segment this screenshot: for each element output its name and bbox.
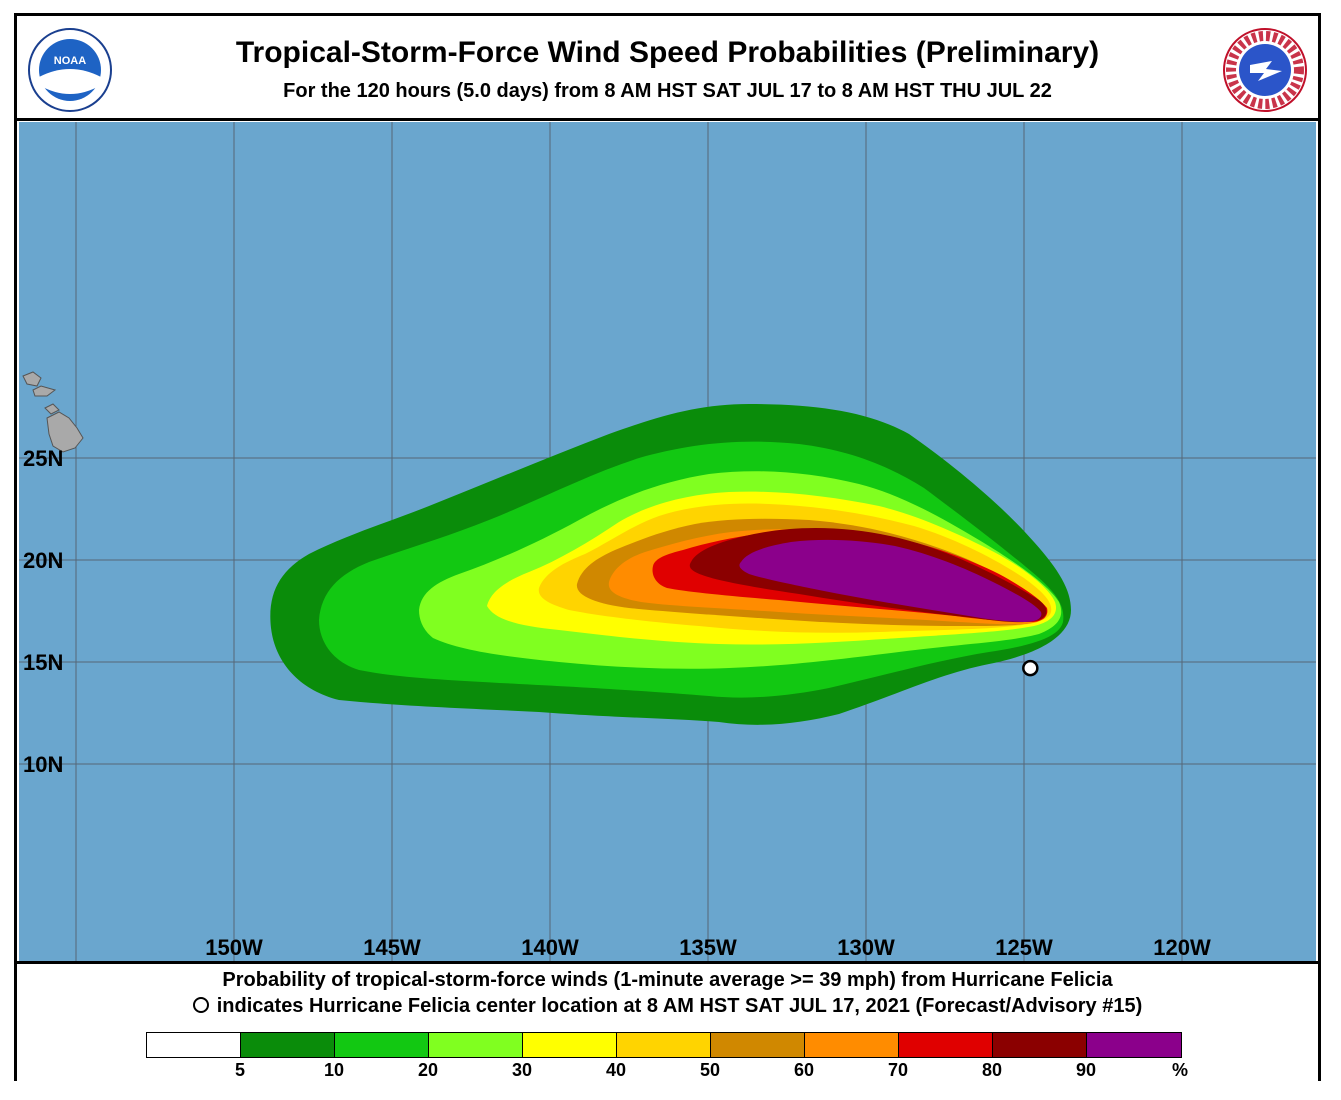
legend-tick-label: 60 [793, 1060, 815, 1080]
longitude-label: 150W [205, 935, 263, 960]
legend-swatch [1087, 1033, 1181, 1057]
legend-swatch [617, 1033, 711, 1057]
figure-frame: NOAA Tropical-Storm-Force Wind Speed Pro… [14, 13, 1321, 1081]
legend-swatch [993, 1033, 1087, 1057]
probability-map: 150W 145W 140W 135W 130W 125W 120W 25N 20N 15N 10… [19, 122, 1316, 961]
longitude-label: 120W [1153, 935, 1211, 960]
legend-tick-label: 70 [887, 1060, 909, 1080]
latitude-label: 10N [23, 752, 63, 777]
legend-swatch [711, 1033, 805, 1057]
legend-swatch [241, 1033, 335, 1057]
longitude-label: 135W [679, 935, 737, 960]
nws-logo [1223, 28, 1307, 112]
open-circle-icon [192, 997, 209, 1013]
header: NOAA Tropical-Storm-Force Wind Speed Pro… [17, 16, 1318, 121]
legend-swatch [147, 1033, 241, 1057]
probability-contours [270, 404, 1071, 725]
longitude-label: 140W [521, 935, 579, 960]
footer: Probability of tropical-storm-force wind… [17, 961, 1318, 1081]
latitude-labels: 25N 20N 15N 10N [23, 446, 63, 777]
latitude-label: 25N [23, 446, 63, 471]
legend-swatch [335, 1033, 429, 1057]
page-title: Tropical-Storm-Force Wind Speed Probabil… [235, 36, 1100, 69]
hawaii-islands [22, 371, 84, 453]
legend-tick-label: 30 [511, 1060, 533, 1080]
legend-swatch [805, 1033, 899, 1057]
latitude-label: 20N [23, 548, 63, 573]
legend-color-bar [146, 1032, 1182, 1058]
contour-90 [739, 539, 1042, 622]
longitude-label: 130W [837, 935, 895, 960]
storm-center-marker [1022, 659, 1039, 677]
noaa-logo: NOAA [28, 28, 112, 112]
page-subtitle: For the 120 hours (5.0 days) from 8 AM H… [283, 80, 1052, 102]
caption-center-text: indicates Hurricane Felicia center locat… [216, 995, 1143, 1017]
noaa-logo-text: NOAA [54, 55, 86, 67]
longitude-labels: 150W 145W 140W 135W 130W 125W 120W [205, 935, 1211, 960]
legend-tick-label: 10 [323, 1060, 345, 1080]
legend-tick-label: 20 [417, 1060, 439, 1080]
longitude-label: 125W [995, 935, 1053, 960]
caption-probability: Probability of tropical-storm-force wind… [222, 969, 1113, 991]
latitude-label: 15N [23, 650, 63, 675]
legend-tick-label: 50 [699, 1060, 721, 1080]
legend-tick-label: 80 [981, 1060, 1003, 1080]
legend-tick-label: % [1171, 1060, 1189, 1080]
longitude-label: 145W [363, 935, 421, 960]
legend-swatch [429, 1033, 523, 1057]
legend-swatch [523, 1033, 617, 1057]
caption-center-location: indicates Hurricane Felicia center locat… [17, 995, 1318, 1018]
legend-tick-label: 90 [1075, 1060, 1097, 1080]
legend-swatch [899, 1033, 993, 1057]
legend-tick-label: 40 [605, 1060, 627, 1080]
legend-tick-label: 5 [234, 1060, 246, 1080]
